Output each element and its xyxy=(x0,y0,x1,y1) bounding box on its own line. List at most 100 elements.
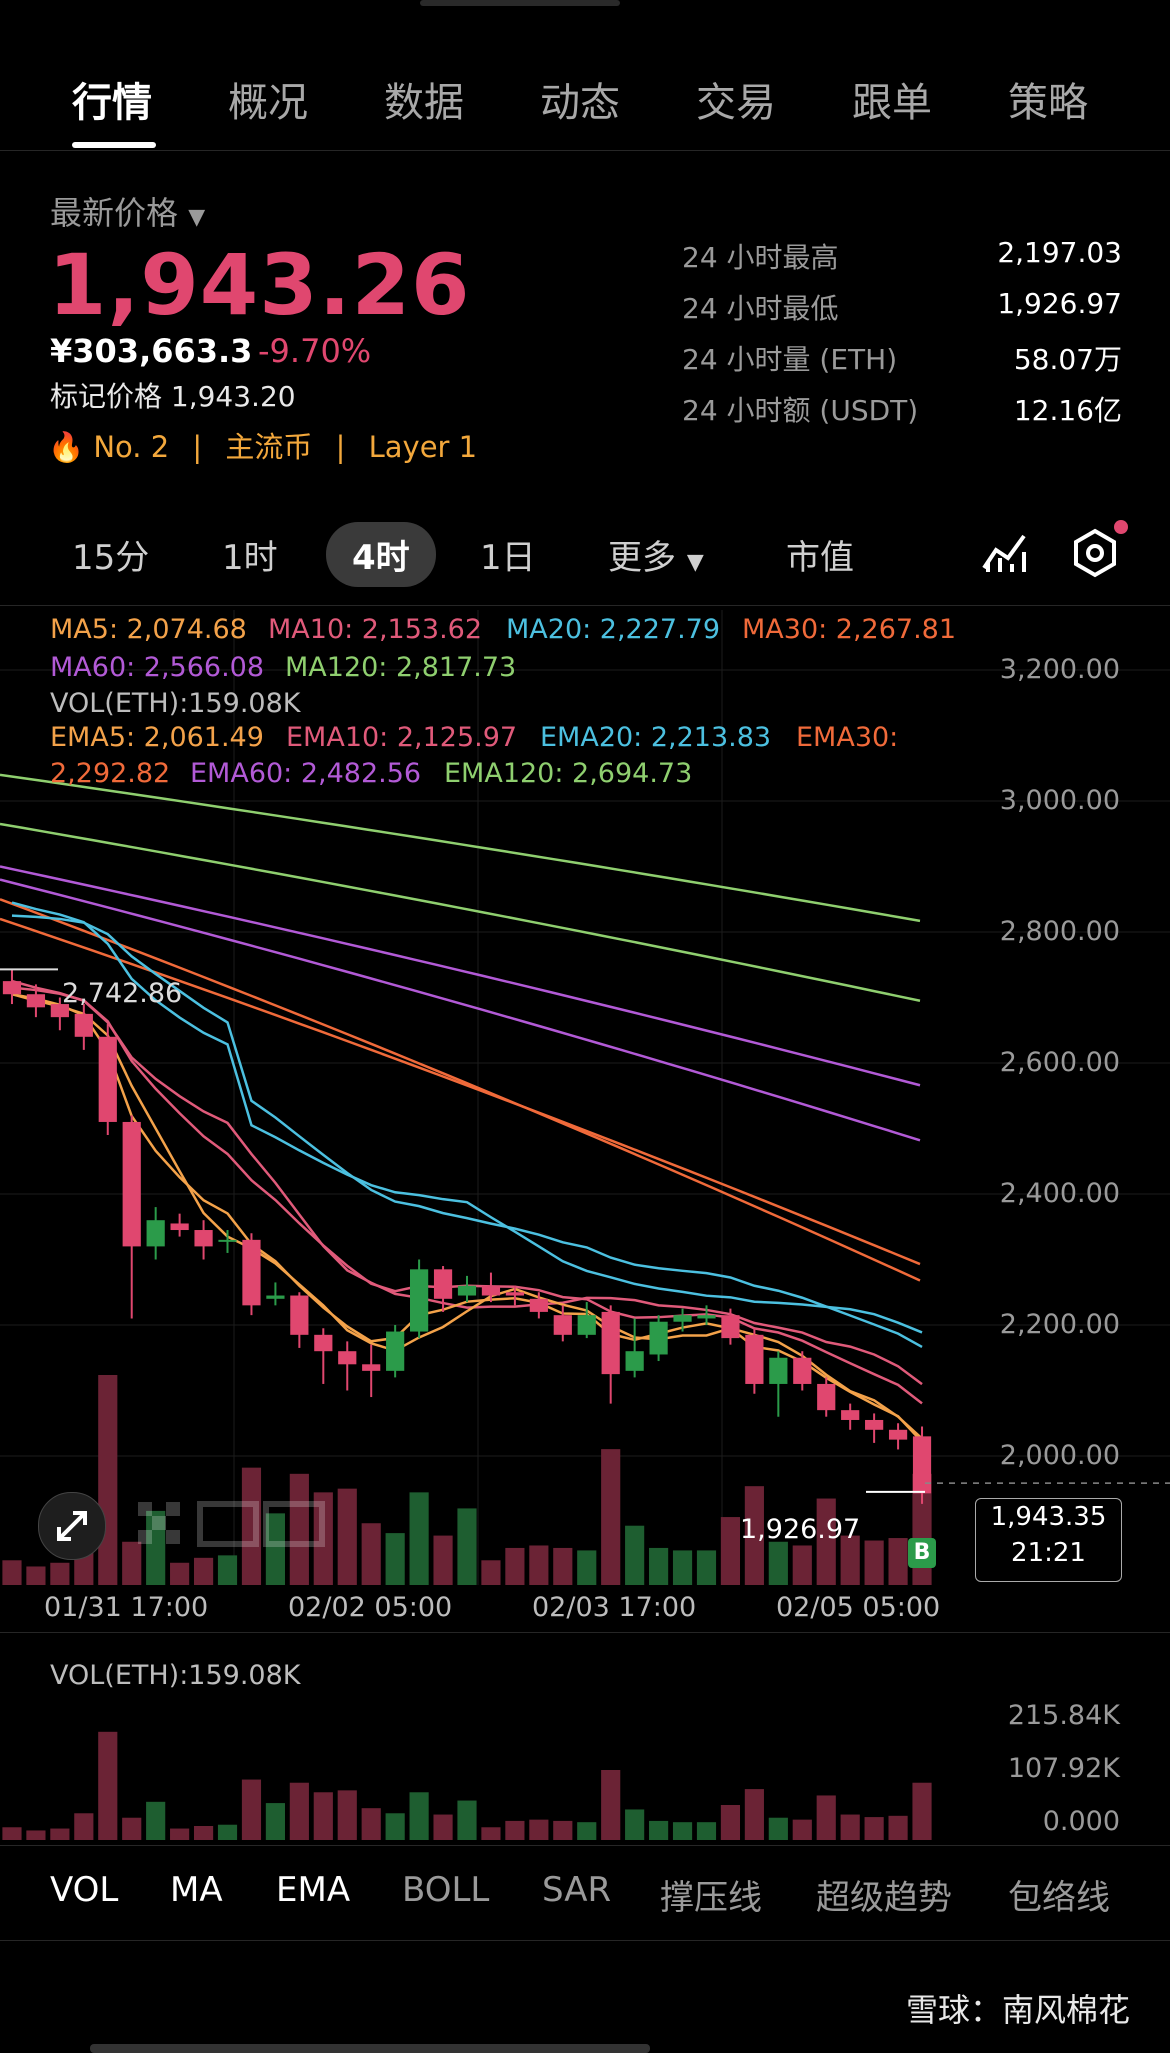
high-marker-label: 2,742.86 xyxy=(62,978,183,1009)
candle-body xyxy=(912,1436,932,1494)
candle-body xyxy=(888,1429,908,1440)
y-tick: 2,200.00 xyxy=(999,1309,1120,1340)
y-tick: 2,400.00 xyxy=(999,1178,1120,1209)
candle-body xyxy=(625,1351,644,1371)
active-tab-indicator xyxy=(72,142,156,148)
settings-hexagon-icon[interactable] xyxy=(1070,528,1120,578)
tab-trade[interactable]: 交易 xyxy=(696,80,776,126)
legend-ema20: EMA20: 2,213.83 xyxy=(540,722,772,753)
indicator-vol[interactable]: VOL xyxy=(50,1870,119,1910)
expand-button[interactable] xyxy=(38,1492,106,1560)
indicator-support[interactable]: 撑压线 xyxy=(660,1878,762,1918)
volume-bar xyxy=(505,1820,525,1840)
volume-bar xyxy=(864,1540,884,1585)
candle-body xyxy=(170,1223,189,1231)
volume-bar xyxy=(553,1547,573,1585)
volume-bar xyxy=(912,1782,932,1840)
volume-bar xyxy=(720,1517,741,1585)
interval-1d[interactable]: 1日 xyxy=(480,538,536,578)
indicator-ema[interactable]: EMA xyxy=(276,1870,351,1910)
volume-bar xyxy=(768,1817,788,1840)
volume-bar xyxy=(361,1808,381,1840)
volume-bar xyxy=(193,1557,214,1585)
volume-bar xyxy=(792,1819,812,1840)
legend-ma10: MA10: 2,153.62 xyxy=(268,614,483,645)
volume-bar xyxy=(529,1545,549,1585)
tab-data[interactable]: 数据 xyxy=(384,80,464,126)
indicator-ma[interactable]: MA xyxy=(170,1870,223,1910)
volume-bar xyxy=(529,1819,549,1840)
stat-low: 24 小时最低 1,926.97 xyxy=(682,287,1122,327)
candle-body xyxy=(146,1220,165,1247)
x-tick: 02/05 05:00 xyxy=(776,1592,941,1623)
y-tick: 3,000.00 xyxy=(999,785,1120,816)
candle-body xyxy=(338,1351,357,1365)
indicator-chart-icon[interactable] xyxy=(980,528,1028,576)
home-indicator xyxy=(90,2044,650,2053)
tag-rank[interactable]: No. 2 xyxy=(93,430,170,464)
volume-bar xyxy=(433,1814,453,1840)
candle-body xyxy=(386,1331,405,1371)
volume-bar xyxy=(696,1822,717,1840)
volume-bar xyxy=(50,1828,70,1840)
volume-bar xyxy=(170,1562,190,1585)
interval-more-label: 更多 xyxy=(608,538,676,578)
interval-15m[interactable]: 15分 xyxy=(72,538,150,578)
ma30-line xyxy=(0,898,921,1282)
ema120-line xyxy=(0,822,921,1002)
candle-body xyxy=(553,1315,572,1335)
tabs-divider xyxy=(0,150,1170,151)
volume-bar xyxy=(241,1467,262,1585)
ma20-line xyxy=(11,901,923,1334)
tag-layer[interactable]: Layer 1 xyxy=(368,430,478,464)
price-label[interactable]: 最新价格 ▼ xyxy=(50,194,206,232)
ema60-line xyxy=(0,878,921,1142)
tab-copy[interactable]: 跟单 xyxy=(852,80,932,126)
tab-overview[interactable]: 概况 xyxy=(228,80,308,126)
candlestick-chart[interactable] xyxy=(0,610,1170,1585)
volume-bar xyxy=(649,1820,669,1840)
volume-chart[interactable] xyxy=(0,1700,960,1845)
candle-body xyxy=(242,1239,261,1306)
stat-value: 2,197.03 xyxy=(997,236,1122,269)
volume-bar xyxy=(289,1473,309,1585)
fire-icon: 🔥 xyxy=(48,430,85,464)
last-price-tag-time: 21:21 xyxy=(1011,1538,1086,1568)
volume-bar xyxy=(481,1827,501,1840)
volume-bar xyxy=(840,1814,860,1840)
mark-price: 标记价格 1,943.20 xyxy=(50,380,296,413)
tab-market[interactable]: 行情 xyxy=(72,80,152,126)
interval-4h[interactable]: 4时 xyxy=(326,522,436,587)
legend-ema30-value: 2,292.82 xyxy=(50,758,171,789)
stat-label: 24 小时最高 xyxy=(682,241,839,274)
indicator-boll[interactable]: BOLL xyxy=(402,1870,490,1910)
top-partial-bar xyxy=(420,0,620,6)
legend-ma60: MA60: 2,566.08 xyxy=(50,652,265,683)
interval-1h[interactable]: 1时 xyxy=(222,538,278,578)
tag-separator: | xyxy=(335,430,346,464)
indicator-sar[interactable]: SAR xyxy=(542,1870,612,1910)
tab-strategy[interactable]: 策略 xyxy=(1008,80,1088,126)
indicator-supertrend[interactable]: 超级趋势 xyxy=(816,1878,952,1918)
chart-divider xyxy=(0,1632,1170,1633)
interval-more[interactable]: 更多 ▼ xyxy=(608,530,704,579)
tag-type[interactable]: 主流币 xyxy=(225,430,313,464)
indicator-envelope[interactable]: 包络线 xyxy=(1008,1878,1110,1918)
footer-watermark: 雪球：南风棉花 xyxy=(905,1991,1130,2029)
y-tick: 2,800.00 xyxy=(999,916,1120,947)
tab-news[interactable]: 动态 xyxy=(540,80,620,126)
volume-bar xyxy=(265,1513,285,1585)
candle-body xyxy=(2,981,22,995)
caret-down-icon: ▼ xyxy=(686,550,704,575)
volume-bar xyxy=(888,1815,908,1840)
interval-marketcap[interactable]: 市值 xyxy=(786,538,854,578)
candle-body xyxy=(74,1013,93,1037)
legend-ma5: MA5: 2,074.68 xyxy=(50,614,247,645)
volume-bar xyxy=(792,1545,812,1585)
price-change: -9.70% xyxy=(258,332,372,370)
candle-body xyxy=(50,1004,69,1018)
stat-value: 12.16亿 xyxy=(1013,394,1122,427)
volume-bar xyxy=(193,1826,214,1840)
vol-axis-tick: 215.84K xyxy=(1007,1700,1120,1731)
volume-bar xyxy=(888,1538,908,1585)
